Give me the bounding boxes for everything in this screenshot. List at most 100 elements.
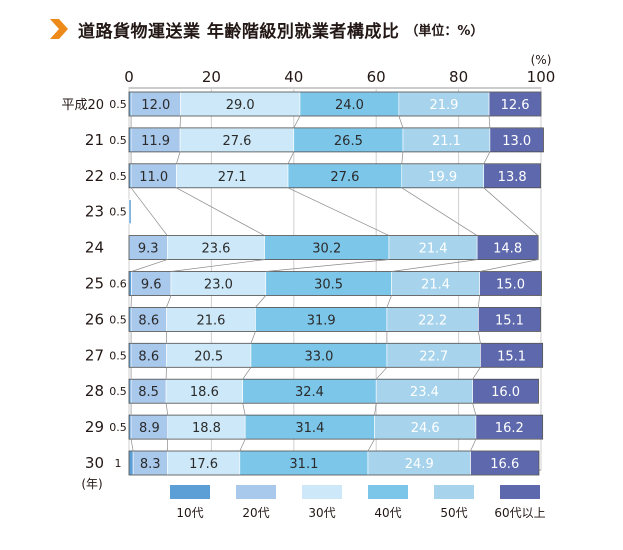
connector-line bbox=[166, 295, 172, 308]
connector-line bbox=[479, 259, 539, 272]
bar-value-label: 27.6 bbox=[222, 134, 251, 149]
connector-line bbox=[255, 295, 267, 308]
bar-value-label: 16.0 bbox=[491, 385, 520, 400]
bar-segment bbox=[264, 235, 390, 260]
legend-label: 10代 bbox=[176, 506, 204, 520]
bar-segment bbox=[402, 127, 491, 153]
bar-value-label: 8.6 bbox=[138, 313, 159, 328]
teen-value-label: 0.5 bbox=[109, 349, 127, 362]
year-label: 22 bbox=[85, 167, 104, 185]
connector-line bbox=[242, 367, 252, 380]
legend-swatch bbox=[302, 485, 342, 499]
bar-segment bbox=[176, 163, 289, 189]
bar-value-label: 27.1 bbox=[218, 170, 247, 185]
bar-value-label: 15.1 bbox=[497, 349, 526, 364]
x-tick-label: 20 bbox=[202, 68, 221, 86]
bar-outline bbox=[128, 414, 544, 440]
legend-item: 40代 bbox=[358, 485, 418, 521]
bar-value-label: 21.1 bbox=[432, 134, 461, 149]
bar-segment bbox=[250, 342, 388, 368]
bar-segment bbox=[167, 450, 241, 476]
teen-value-label: 0.5 bbox=[109, 385, 127, 398]
bar-value-label: 31.1 bbox=[289, 457, 318, 472]
bar-outline bbox=[128, 127, 544, 153]
bar-value-label: 11.0 bbox=[139, 170, 168, 185]
bar-value-label: 8.5 bbox=[138, 385, 159, 400]
connector-line bbox=[401, 187, 478, 236]
bar-segment bbox=[374, 414, 477, 440]
connector-line bbox=[375, 367, 388, 380]
legend-item: 10代 bbox=[160, 485, 220, 521]
bar-value-label: 21.6 bbox=[197, 313, 226, 328]
chart-title: 道路貨物運送業 年齢階級別就業者構成比 bbox=[78, 21, 400, 42]
bar-segment bbox=[287, 163, 403, 189]
connector-line bbox=[401, 151, 404, 164]
teen-value-label: 0.5 bbox=[109, 170, 127, 183]
bar-value-label: 18.6 bbox=[190, 385, 219, 400]
bar-value-label: 29.0 bbox=[226, 98, 255, 113]
bar-value-label: 31.4 bbox=[295, 421, 324, 436]
year-label: 平成20 bbox=[61, 98, 104, 113]
bar-outline bbox=[128, 378, 539, 404]
bar-outline bbox=[128, 271, 542, 296]
connector-line bbox=[165, 403, 169, 416]
x-axis-unit-label: (%) bbox=[531, 53, 552, 67]
bar-value-label: 13.0 bbox=[502, 134, 531, 149]
connector-line bbox=[472, 367, 481, 380]
connector-line bbox=[374, 403, 377, 416]
x-tick-label: 100 bbox=[527, 68, 556, 86]
year-label: 28 bbox=[85, 382, 104, 400]
year-label: 21 bbox=[85, 131, 104, 149]
connector-line bbox=[130, 187, 168, 236]
legend-label: 40代 bbox=[374, 506, 402, 520]
legend-item: 60代以上 bbox=[490, 485, 550, 521]
bar-value-label: 11.9 bbox=[141, 134, 170, 149]
legend-swatch bbox=[434, 485, 474, 499]
bar-segment bbox=[239, 450, 369, 476]
connector-line bbox=[176, 187, 265, 236]
bar-value-label: 21.4 bbox=[421, 278, 450, 293]
bar-value-label: 24.0 bbox=[335, 98, 364, 113]
bar-value-label: 31.9 bbox=[307, 313, 336, 328]
bar-value-label: 24.6 bbox=[411, 421, 440, 436]
bar-segment bbox=[386, 307, 479, 332]
bar-segment bbox=[130, 307, 167, 332]
bar-value-label: 8.3 bbox=[140, 457, 161, 472]
connector-line bbox=[287, 187, 390, 236]
bar-value-label: 22.2 bbox=[418, 313, 447, 328]
connector-line bbox=[176, 151, 181, 164]
bar-value-label: 12.6 bbox=[501, 98, 530, 113]
bar-value-label: 30.5 bbox=[314, 278, 343, 293]
connector-line bbox=[478, 295, 480, 308]
year-unit-label: (年) bbox=[81, 477, 102, 491]
year-label: 30 bbox=[85, 454, 104, 472]
bar-value-label: 16.2 bbox=[495, 421, 524, 436]
connector-line bbox=[170, 259, 265, 272]
bar-segment bbox=[480, 342, 543, 368]
connector-line bbox=[478, 331, 481, 344]
bar-value-label: 23.6 bbox=[201, 242, 230, 257]
connector-line bbox=[398, 115, 404, 129]
connector-line bbox=[250, 331, 256, 344]
bar-value-label: 9.3 bbox=[138, 242, 159, 257]
bar-segment bbox=[391, 271, 480, 296]
connector-line bbox=[367, 438, 375, 452]
bar-segment bbox=[128, 450, 134, 476]
year-label: 23 bbox=[85, 203, 104, 221]
teen-value-label: 0.6 bbox=[109, 278, 127, 291]
year-label: 24 bbox=[85, 239, 104, 257]
legend-label: 60代以上 bbox=[494, 506, 546, 520]
x-tick-label: 40 bbox=[284, 68, 303, 86]
bar-segment bbox=[244, 414, 375, 440]
bar-outline bbox=[128, 235, 539, 261]
connector-line bbox=[483, 151, 491, 164]
connector-line bbox=[472, 403, 477, 416]
connector-line bbox=[265, 259, 390, 272]
bar-value-label: 21.4 bbox=[419, 242, 448, 257]
bar-value-label: 21.9 bbox=[429, 98, 458, 113]
bar-value-label: 15.1 bbox=[495, 313, 524, 328]
bar-segment bbox=[128, 199, 132, 224]
bar-value-label: 14.8 bbox=[493, 242, 522, 257]
connector-line bbox=[470, 438, 477, 452]
teen-value-label: 0.5 bbox=[109, 206, 127, 219]
